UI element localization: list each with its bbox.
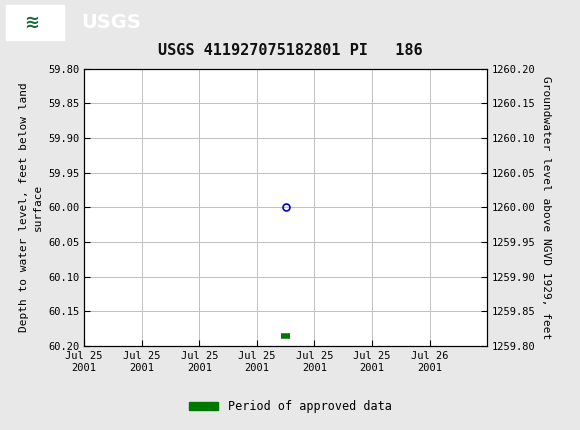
Bar (6, 6, 64, 40)
Y-axis label: Depth to water level, feet below land
surface: Depth to water level, feet below land su… (19, 83, 42, 332)
Legend: Period of approved data: Period of approved data (184, 395, 396, 418)
Text: USGS 411927075182801 PI   186: USGS 411927075182801 PI 186 (158, 43, 422, 58)
Text: ≋: ≋ (24, 14, 39, 31)
Y-axis label: Groundwater level above NGVD 1929, feet: Groundwater level above NGVD 1929, feet (541, 76, 552, 339)
Text: USGS: USGS (81, 13, 141, 32)
